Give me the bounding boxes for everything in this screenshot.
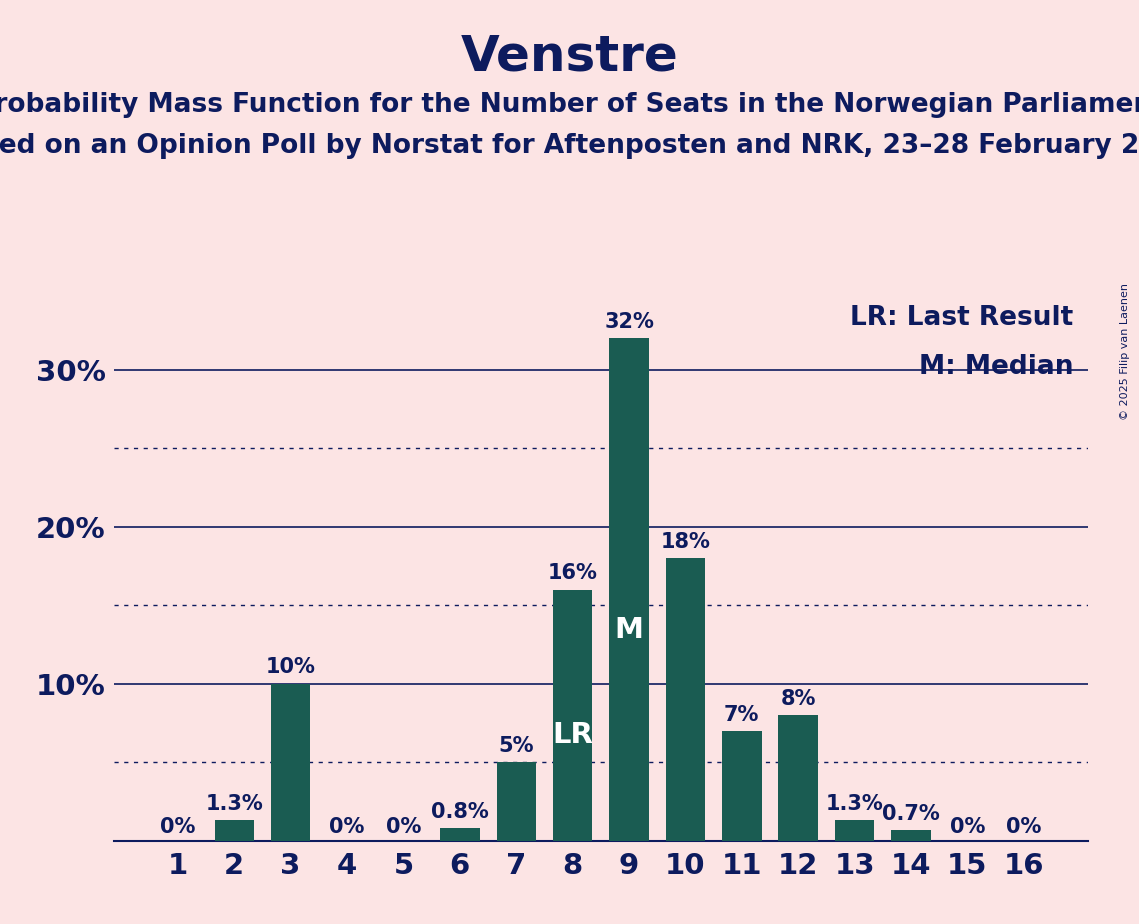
Text: 32%: 32% <box>604 312 654 332</box>
Text: Venstre: Venstre <box>460 32 679 80</box>
Text: 0%: 0% <box>386 817 421 837</box>
Text: 0%: 0% <box>329 817 364 837</box>
Text: M: Median: M: Median <box>919 354 1073 381</box>
Text: 1.3%: 1.3% <box>826 794 884 814</box>
Text: 1.3%: 1.3% <box>205 794 263 814</box>
Bar <box>778 715 818 841</box>
Text: 0%: 0% <box>161 817 196 837</box>
Text: 18%: 18% <box>661 532 711 552</box>
Text: LR: Last Result: LR: Last Result <box>850 305 1073 331</box>
Text: 0.7%: 0.7% <box>882 804 940 823</box>
Text: Based on an Opinion Poll by Norstat for Aftenposten and NRK, 23–28 February 2023: Based on an Opinion Poll by Norstat for … <box>0 133 1139 159</box>
Bar <box>722 731 762 841</box>
Text: 0%: 0% <box>1006 817 1041 837</box>
Text: Probability Mass Function for the Number of Seats in the Norwegian Parliament: Probability Mass Function for the Number… <box>0 92 1139 118</box>
Text: 0%: 0% <box>950 817 985 837</box>
Text: 5%: 5% <box>499 736 534 756</box>
Bar <box>271 684 311 841</box>
Bar <box>835 821 875 841</box>
Bar <box>891 830 931 841</box>
Bar <box>552 590 592 841</box>
Bar <box>214 821 254 841</box>
Text: 16%: 16% <box>548 564 598 583</box>
Text: M: M <box>615 615 644 644</box>
Bar <box>609 338 649 841</box>
Text: 10%: 10% <box>265 658 316 677</box>
Bar <box>440 828 480 841</box>
Bar <box>665 558 705 841</box>
Bar <box>497 762 536 841</box>
Text: 7%: 7% <box>724 705 760 724</box>
Text: © 2025 Filip van Laenen: © 2025 Filip van Laenen <box>1121 283 1130 419</box>
Text: LR: LR <box>552 722 593 749</box>
Text: 0.8%: 0.8% <box>431 802 489 822</box>
Text: 8%: 8% <box>780 689 816 709</box>
